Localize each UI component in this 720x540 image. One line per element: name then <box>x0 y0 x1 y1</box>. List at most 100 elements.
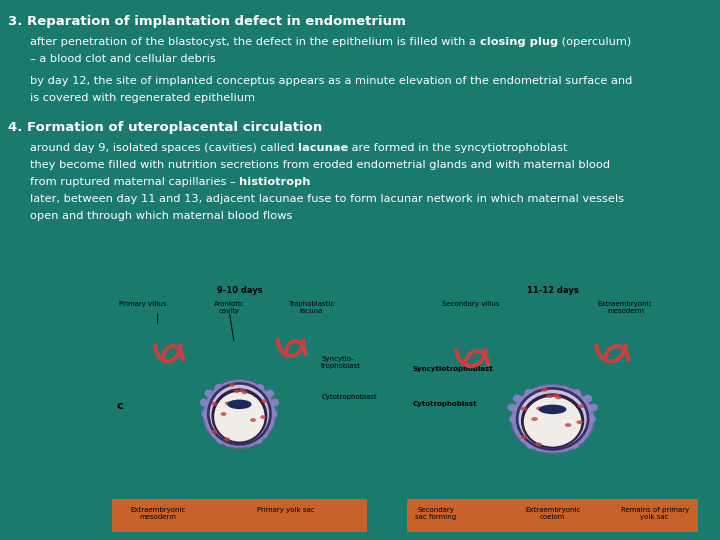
Text: Extraembryonic
mesoderm: Extraembryonic mesoderm <box>130 507 185 520</box>
Ellipse shape <box>535 442 542 446</box>
Ellipse shape <box>539 404 567 414</box>
Circle shape <box>508 404 516 411</box>
Text: – a blood clot and cellular debris: – a blood clot and cellular debris <box>30 54 216 64</box>
Circle shape <box>265 422 272 429</box>
Text: 3. Reparation of implantation defect in endometrium: 3. Reparation of implantation defect in … <box>8 15 406 28</box>
Bar <box>112 500 367 532</box>
Circle shape <box>202 410 209 418</box>
Circle shape <box>515 427 523 434</box>
Circle shape <box>535 444 544 451</box>
Text: by day 12, the site of implanted conceptus appears as a minute elevation of the : by day 12, the site of implanted concept… <box>30 76 632 86</box>
Text: lacunae: lacunae <box>298 143 348 153</box>
Circle shape <box>246 381 253 389</box>
Text: Cytotrophoblast: Cytotrophoblast <box>413 401 477 407</box>
Circle shape <box>561 444 570 451</box>
Text: Amniotic
cavity: Amniotic cavity <box>214 301 245 314</box>
Circle shape <box>266 389 274 397</box>
Text: 4. Formation of uteroplacental circulation: 4. Formation of uteroplacental circulati… <box>8 121 323 134</box>
Text: Syncytio-
trophoblast: Syncytio- trophoblast <box>321 356 361 369</box>
Ellipse shape <box>577 420 583 424</box>
Circle shape <box>583 395 593 402</box>
Text: they become filled with nutrition secretions from eroded endometrial glands and : they become filled with nutrition secret… <box>30 160 610 170</box>
Circle shape <box>517 388 588 449</box>
Circle shape <box>204 389 212 397</box>
Circle shape <box>537 387 546 394</box>
Circle shape <box>521 436 529 443</box>
Circle shape <box>215 384 222 392</box>
Circle shape <box>572 389 581 397</box>
Text: Syncytiotrophoblast: Syncytiotrophoblast <box>413 366 493 372</box>
Ellipse shape <box>228 400 251 409</box>
Text: 11-12 days: 11-12 days <box>527 286 578 295</box>
Ellipse shape <box>546 394 553 398</box>
Circle shape <box>224 438 232 447</box>
Circle shape <box>235 381 243 388</box>
Ellipse shape <box>250 418 256 422</box>
Text: c: c <box>117 401 123 411</box>
Text: Extraembryonic
mesoderm: Extraembryonic mesoderm <box>598 301 653 314</box>
Ellipse shape <box>553 394 559 397</box>
Ellipse shape <box>578 404 585 408</box>
Circle shape <box>271 399 279 406</box>
Text: Primary yolk sac: Primary yolk sac <box>256 507 314 513</box>
Circle shape <box>211 430 219 438</box>
Circle shape <box>256 384 264 392</box>
Circle shape <box>509 415 518 423</box>
Ellipse shape <box>261 399 267 403</box>
Circle shape <box>214 392 265 442</box>
Circle shape <box>255 436 263 444</box>
Circle shape <box>524 389 534 397</box>
Ellipse shape <box>212 430 217 434</box>
Text: open and through which maternal blood flows: open and through which maternal blood fl… <box>30 211 292 221</box>
Circle shape <box>513 395 522 402</box>
Text: later, between day 11 and 13, adjacent lacunae fuse to form lacunar network in w: later, between day 11 and 13, adjacent l… <box>30 194 624 204</box>
Ellipse shape <box>220 412 227 416</box>
Ellipse shape <box>224 437 230 441</box>
Ellipse shape <box>541 388 548 392</box>
Circle shape <box>587 415 596 423</box>
Circle shape <box>548 386 557 394</box>
Text: Trophoblastic
lacuna: Trophoblastic lacuna <box>288 301 334 314</box>
Circle shape <box>582 427 590 434</box>
Circle shape <box>589 404 598 411</box>
Circle shape <box>226 381 233 389</box>
Text: Remains of primary
yolk sac: Remains of primary yolk sac <box>621 507 689 520</box>
Circle shape <box>576 436 585 443</box>
Text: is covered with regenerated epithelium: is covered with regenerated epithelium <box>30 93 255 103</box>
Ellipse shape <box>511 384 594 453</box>
Text: from ruptured maternal capillaries –: from ruptured maternal capillaries – <box>30 177 239 187</box>
Circle shape <box>559 387 568 394</box>
Text: Primary villus: Primary villus <box>119 301 166 307</box>
Ellipse shape <box>229 383 235 387</box>
Circle shape <box>548 444 557 452</box>
Ellipse shape <box>521 407 527 411</box>
Circle shape <box>247 438 255 447</box>
Circle shape <box>216 436 224 444</box>
Text: 9-10 days: 9-10 days <box>217 286 262 295</box>
Ellipse shape <box>521 435 527 439</box>
Circle shape <box>270 410 277 418</box>
Text: closing plug: closing plug <box>480 37 557 47</box>
Circle shape <box>526 441 535 449</box>
Circle shape <box>260 430 268 438</box>
Ellipse shape <box>536 407 543 410</box>
Ellipse shape <box>234 389 240 393</box>
Ellipse shape <box>203 380 276 448</box>
Ellipse shape <box>240 388 246 392</box>
Ellipse shape <box>531 417 538 421</box>
Text: Cytotrophoblast: Cytotrophoblast <box>321 394 377 400</box>
Text: after penetration of the blastocyst, the defect in the epithelium is filled with: after penetration of the blastocyst, the… <box>30 37 480 47</box>
Text: are formed in the syncytiotrophoblast: are formed in the syncytiotrophoblast <box>348 143 568 153</box>
Circle shape <box>235 440 243 447</box>
Text: Extraembryonic
coelom: Extraembryonic coelom <box>525 507 580 520</box>
Circle shape <box>208 383 271 444</box>
Ellipse shape <box>211 402 217 406</box>
Text: Secondary
sac forming: Secondary sac forming <box>415 507 456 520</box>
Circle shape <box>523 397 582 447</box>
Circle shape <box>570 441 579 449</box>
Bar <box>407 500 698 532</box>
Text: around day 9, isolated spaces (cavities) called: around day 9, isolated spaces (cavities)… <box>30 143 298 153</box>
Ellipse shape <box>225 401 231 406</box>
Ellipse shape <box>242 390 248 394</box>
Text: (operculum): (operculum) <box>557 37 631 47</box>
